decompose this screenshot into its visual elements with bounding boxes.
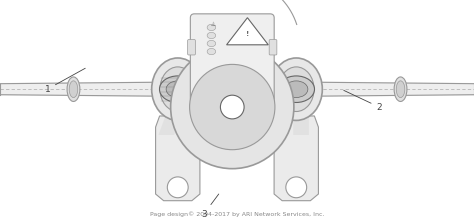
Ellipse shape [69, 81, 78, 98]
Ellipse shape [207, 48, 216, 55]
FancyBboxPatch shape [269, 40, 277, 55]
Ellipse shape [396, 81, 405, 98]
Ellipse shape [278, 67, 314, 112]
Ellipse shape [160, 67, 195, 112]
Text: ARI: ARI [157, 71, 317, 152]
Text: ⚠: ⚠ [211, 22, 216, 27]
Circle shape [167, 177, 188, 198]
Ellipse shape [152, 58, 204, 120]
Ellipse shape [207, 24, 216, 31]
Polygon shape [227, 18, 268, 45]
Ellipse shape [207, 32, 216, 39]
Text: Page design© 2004-2017 by ARI Network Services, Inc.: Page design© 2004-2017 by ARI Network Se… [150, 211, 324, 217]
FancyBboxPatch shape [188, 40, 195, 55]
Text: 2: 2 [344, 90, 382, 112]
Circle shape [220, 95, 244, 119]
Ellipse shape [278, 76, 315, 103]
Ellipse shape [284, 81, 308, 97]
Text: 1: 1 [45, 68, 85, 94]
Text: !: ! [246, 31, 249, 37]
Polygon shape [0, 82, 190, 97]
Circle shape [171, 45, 294, 169]
Ellipse shape [166, 81, 189, 97]
Ellipse shape [270, 58, 322, 120]
FancyBboxPatch shape [191, 14, 274, 102]
Ellipse shape [67, 77, 80, 101]
Ellipse shape [394, 77, 407, 101]
Ellipse shape [159, 76, 196, 103]
Polygon shape [155, 116, 200, 201]
Circle shape [286, 177, 307, 198]
Polygon shape [274, 116, 319, 201]
Polygon shape [284, 82, 474, 97]
Text: 3: 3 [201, 194, 219, 219]
Ellipse shape [207, 40, 216, 47]
Circle shape [190, 64, 275, 150]
